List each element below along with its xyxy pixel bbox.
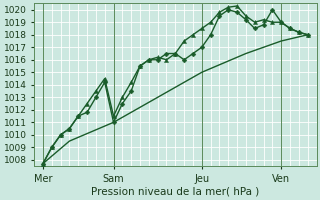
X-axis label: Pression niveau de la mer( hPa ): Pression niveau de la mer( hPa ) xyxy=(91,187,260,197)
